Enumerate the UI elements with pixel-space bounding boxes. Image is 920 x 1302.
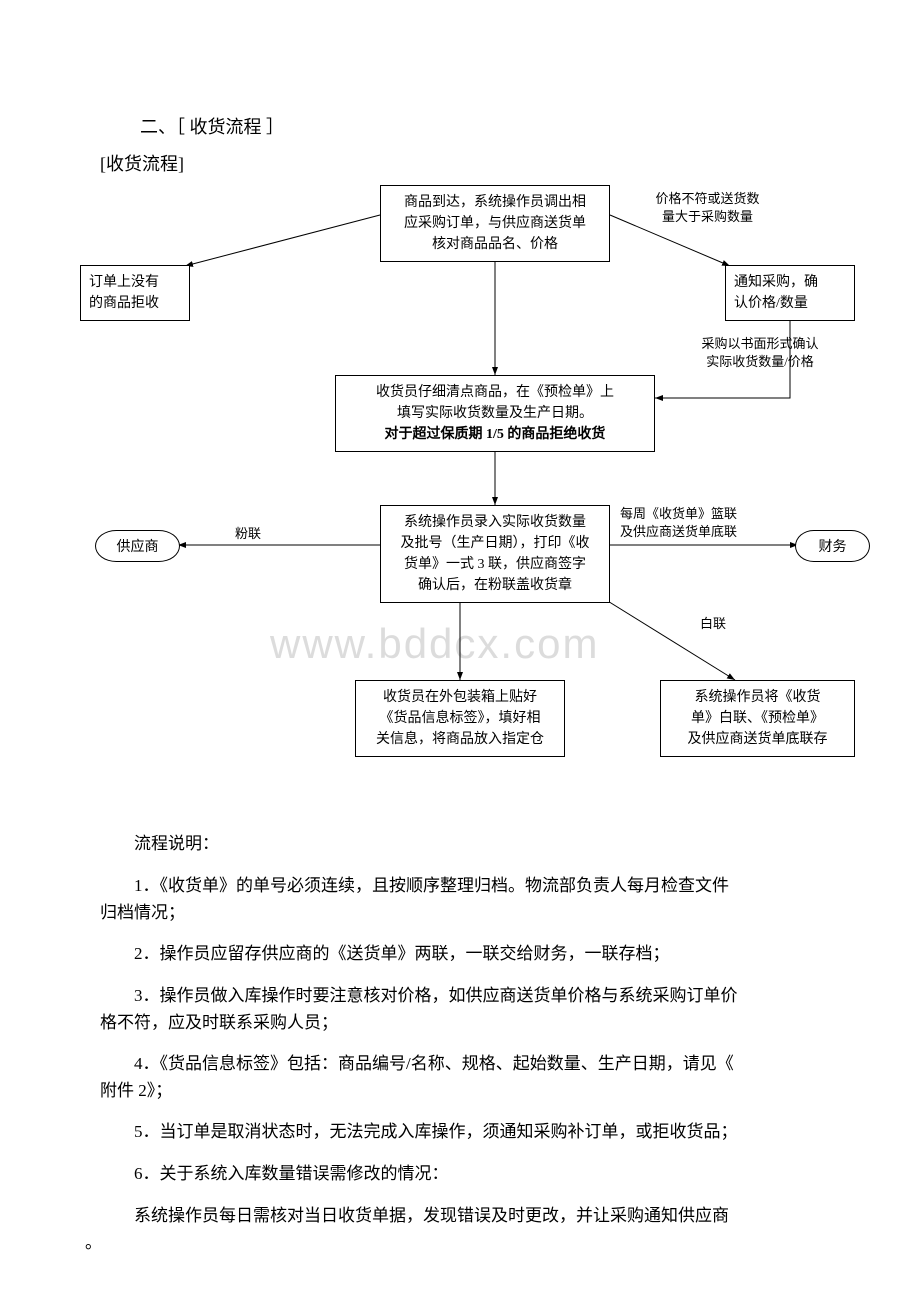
explain-p7end: 。 [85,1229,102,1256]
node-line: 收货员仔细清点商品，在《预检单》上 [344,382,646,403]
flow-node-inspect: 收货员仔细清点商品，在《预检单》上 填写实际收货数量及生产日期。 对于超过保质期… [335,375,655,452]
node-line: 通知采购，确 [734,272,846,293]
explain-p6: 6．关于系统入库数量错误需修改的情况： [100,1160,860,1187]
node-line: 的商品拒收 [89,293,181,314]
flow-terminal-supplier: 供应商 [95,530,180,562]
node-line: 及批号（生产日期），打印《收 [389,533,601,554]
node-line: 及供应商送货单底联存 [669,729,846,750]
node-line: 订单上没有 [89,272,181,293]
section-heading: 二、［ 收货流程 ］ [140,113,284,139]
node-line-bold: 对于超过保质期 1/5 的商品拒绝收货 [344,424,646,445]
node-line: 单》白联、《预检单》 [669,708,846,729]
label-line: 价格不符或送货数 [635,190,780,208]
node-line: 应采购订单，与供应商送货单 [389,213,601,234]
flow-node-notify: 通知采购，确 认价格/数量 [725,265,855,321]
explain-p4a: 4．《货品信息标签》包括：商品编号/名称、规格、起始数量、生产日期，请见《 [100,1050,860,1077]
edge-label-white: 白联 [700,615,726,633]
node-line: 核对商品品名、价格 [389,234,601,255]
node-line: 商品到达，系统操作员调出相 [389,192,601,213]
explain-p1a: 1．《收货单》的单号必须连续，且按顺序整理归档。物流部负责人每月检查文件 [100,872,860,899]
node-line: 《货品信息标签》，填好相 [364,708,556,729]
explain-p2: 2．操作员应留存供应商的《送货单》两联，一联交给财务，一联存档； [100,940,860,967]
node-line: 关信息，将商品放入指定仓 [364,729,556,750]
explain-p7: 系统操作员每日需核对当日收货单据，发现错误及时更改，并让采购通知供应商 [100,1202,860,1229]
node-line: 系统操作员录入实际收货数量 [389,512,601,533]
flowchart: www.bddcx.com 商品到达，系统操作员调出相 应采购订单，与供应商送货… [0,180,920,800]
label-line: 量大于采购数量 [635,208,780,226]
node-line: 填写实际收货数量及生产日期。 [344,403,646,424]
explain-p3a: 3．操作员做入库操作时要注意核对价格，如供应商送货单价格与系统采购订单价 [100,982,860,1009]
label-line: 每周《收货单》篮联 [620,505,780,523]
explain-p3b: 格不符，应及时联系采购人员； [100,1009,860,1036]
explain-p1b: 归档情况； [100,899,860,926]
node-line: 系统操作员将《收货 [669,687,846,708]
flow-terminal-finance: 财务 [795,530,870,562]
edge-label-weekly: 每周《收货单》篮联 及供应商送货单底联 [620,505,780,541]
node-line: 认价格/数量 [734,293,846,314]
label-line: 及供应商送货单底联 [620,523,780,541]
label-line: 实际收货数量/价格 [680,353,840,371]
label-line: 采购以书面形式确认 [680,335,840,353]
explain-title: 流程说明： [100,830,860,857]
edge-label-price-qty: 价格不符或送货数 量大于采购数量 [635,190,780,226]
flow-node-label: 收货员在外包装箱上贴好 《货品信息标签》，填好相 关信息，将商品放入指定仓 [355,680,565,757]
flow-node-reject: 订单上没有 的商品拒收 [80,265,190,321]
explain-p5: 5．当订单是取消状态时，无法完成入库操作，须通知采购补订单，或拒收货品； [100,1118,860,1145]
node-line: 收货员在外包装箱上贴好 [364,687,556,708]
flow-node-arrival: 商品到达，系统操作员调出相 应采购订单，与供应商送货单 核对商品品名、价格 [380,185,610,262]
explain-p4b: 附件 2》； [100,1077,860,1104]
edge-label-pink: 粉联 [235,525,261,543]
node-line: 确认后，在粉联盖收货章 [389,575,601,596]
edge-label-written-confirm: 采购以书面形式确认 实际收货数量/价格 [680,335,840,371]
section-subtitle: [收货流程] [100,150,184,176]
flow-node-archive: 系统操作员将《收货 单》白联、《预检单》 及供应商送货单底联存 [660,680,855,757]
node-line: 货单》一式 3 联，供应商签字 [389,554,601,575]
flow-node-print: 系统操作员录入实际收货数量 及批号（生产日期），打印《收 货单》一式 3 联，供… [380,505,610,603]
